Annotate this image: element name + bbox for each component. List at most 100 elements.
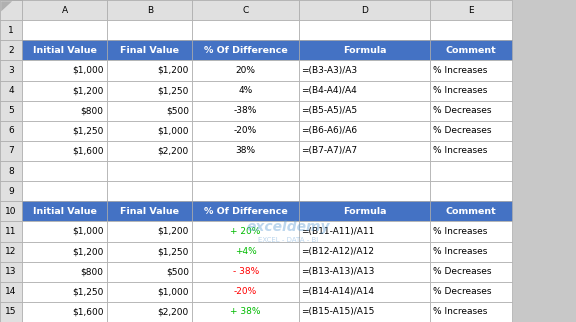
Bar	[107, 302, 192, 322]
Text: 8: 8	[8, 166, 14, 175]
Bar	[430, 282, 512, 302]
Bar	[22, 121, 107, 141]
Text: Final Value: Final Value	[120, 207, 179, 216]
Bar	[192, 0, 299, 20]
Bar	[299, 40, 430, 61]
Text: % Increases: % Increases	[433, 86, 487, 95]
Bar	[430, 80, 512, 100]
Text: $1,600: $1,600	[72, 308, 104, 317]
Bar	[0, 161, 22, 181]
Bar	[299, 282, 430, 302]
Text: 5: 5	[8, 106, 14, 115]
Text: C: C	[242, 5, 249, 14]
Text: 4: 4	[8, 86, 14, 95]
Text: % Increases: % Increases	[433, 308, 487, 317]
Bar	[22, 261, 107, 282]
Bar	[22, 40, 107, 61]
Bar	[430, 261, 512, 282]
Bar	[299, 302, 430, 322]
Bar	[22, 201, 107, 222]
Bar	[0, 121, 22, 141]
Bar	[430, 40, 512, 61]
Bar	[107, 80, 192, 100]
Bar	[430, 121, 512, 141]
Text: 12: 12	[5, 247, 17, 256]
Bar	[0, 222, 22, 242]
Text: 2: 2	[8, 46, 14, 55]
Text: 11: 11	[5, 227, 17, 236]
Bar	[192, 282, 299, 302]
Bar	[430, 141, 512, 161]
Text: $500: $500	[166, 106, 189, 115]
Bar	[192, 181, 299, 201]
Bar	[22, 242, 107, 261]
Text: $1,250: $1,250	[158, 247, 189, 256]
Bar	[22, 282, 107, 302]
Text: =(B5-A5)/A5: =(B5-A5)/A5	[301, 106, 357, 115]
Text: % Decreases: % Decreases	[433, 106, 491, 115]
Bar	[107, 201, 192, 222]
Text: $1,250: $1,250	[73, 126, 104, 135]
Text: 38%: 38%	[236, 147, 256, 156]
Bar	[22, 302, 107, 322]
Text: 4%: 4%	[238, 86, 253, 95]
Bar	[299, 61, 430, 80]
Bar	[0, 40, 22, 61]
Text: 10: 10	[5, 207, 17, 216]
Text: exceldemy: exceldemy	[247, 220, 329, 234]
Bar	[0, 141, 22, 161]
Bar	[107, 0, 192, 20]
Text: 20%: 20%	[236, 66, 256, 75]
Bar	[430, 61, 512, 80]
Bar	[107, 20, 192, 40]
Text: % Increases: % Increases	[433, 147, 487, 156]
Bar	[192, 201, 299, 222]
Text: Comment: Comment	[446, 46, 497, 55]
Bar	[430, 20, 512, 40]
Bar	[299, 100, 430, 121]
Text: E: E	[468, 5, 474, 14]
Text: -20%: -20%	[234, 287, 257, 296]
Bar	[107, 282, 192, 302]
Bar	[192, 20, 299, 40]
Text: D: D	[361, 5, 368, 14]
Text: $800: $800	[81, 267, 104, 276]
Bar	[22, 181, 107, 201]
Bar	[299, 261, 430, 282]
Bar	[0, 20, 22, 40]
Bar	[22, 141, 107, 161]
Bar	[430, 0, 512, 20]
Bar	[299, 141, 430, 161]
Bar	[192, 80, 299, 100]
Bar	[22, 20, 107, 40]
Text: + 20%: + 20%	[230, 227, 261, 236]
Bar	[192, 302, 299, 322]
Text: % Increases: % Increases	[433, 227, 487, 236]
Text: $1,200: $1,200	[158, 66, 189, 75]
Text: 14: 14	[5, 287, 17, 296]
Text: 9: 9	[8, 187, 14, 196]
Text: 6: 6	[8, 126, 14, 135]
Bar	[0, 61, 22, 80]
Bar	[192, 222, 299, 242]
Text: EXCEL - DATA - BI: EXCEL - DATA - BI	[258, 237, 318, 243]
Text: % Of Difference: % Of Difference	[204, 207, 287, 216]
Bar	[430, 100, 512, 121]
Bar	[299, 222, 430, 242]
Bar	[430, 242, 512, 261]
Bar	[192, 100, 299, 121]
Text: - 38%: - 38%	[233, 267, 259, 276]
Bar	[299, 242, 430, 261]
Text: 1: 1	[8, 26, 14, 35]
Bar	[22, 61, 107, 80]
Text: % Increases: % Increases	[433, 66, 487, 75]
Bar	[0, 0, 22, 20]
Text: % Decreases: % Decreases	[433, 126, 491, 135]
Text: A: A	[62, 5, 67, 14]
Bar	[299, 161, 430, 181]
Text: 3: 3	[8, 66, 14, 75]
Polygon shape	[1, 1, 12, 11]
Bar	[299, 20, 430, 40]
Bar	[107, 181, 192, 201]
Text: Comment: Comment	[446, 207, 497, 216]
